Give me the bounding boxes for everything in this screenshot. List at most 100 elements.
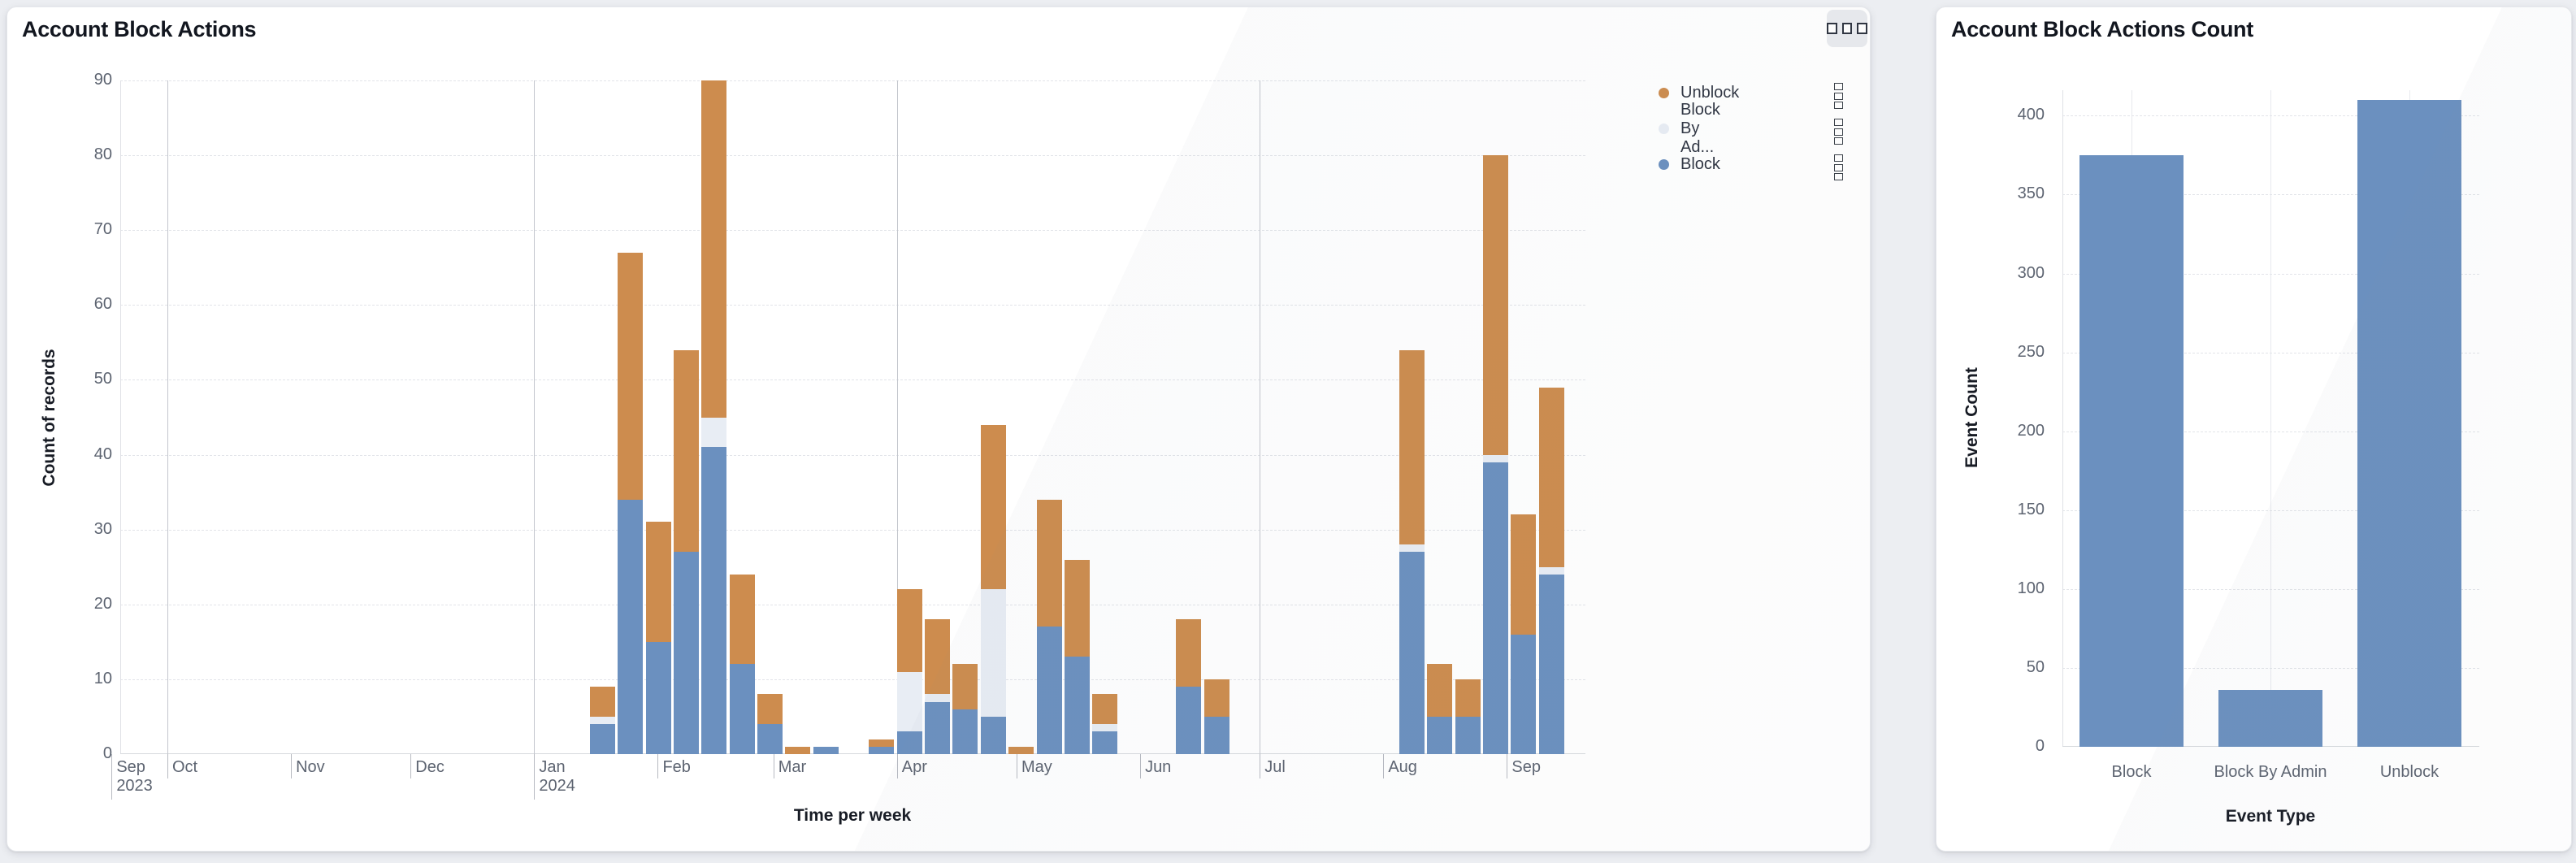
legend-label: Unblock	[1680, 83, 1740, 102]
y-tick-label: 50	[93, 370, 112, 388]
bar-segment-unblock[interactable]	[1511, 514, 1537, 635]
bar-segment-unblock[interactable]	[1203, 679, 1229, 717]
bar-block[interactable]	[2079, 154, 2184, 747]
bar-segment-unblock[interactable]	[1036, 499, 1062, 627]
bar-segment-unblock[interactable]	[1399, 349, 1425, 545]
year-label: 2023	[116, 777, 153, 795]
bar-segment-unblock[interactable]	[757, 694, 783, 725]
legend-label: Block By Ad...	[1680, 100, 1720, 156]
bar-unblock[interactable]	[2357, 100, 2461, 747]
bar-segment-block[interactable]	[1427, 716, 1453, 754]
y-tick-label: 50	[2026, 657, 2045, 676]
bar-segment-unblock[interactable]	[1176, 619, 1202, 687]
bar-segment-block[interactable]	[701, 447, 727, 754]
bar-segment-block[interactable]	[618, 499, 644, 754]
y-tick-label: 10	[93, 669, 112, 687]
kebab-square	[1834, 128, 1843, 136]
month-label: Apr	[901, 758, 927, 776]
bar-segment-block[interactable]	[1064, 657, 1090, 754]
bar-segment-block[interactable]	[1036, 627, 1062, 754]
legend-item-menu-icon[interactable]	[1834, 119, 1843, 145]
legend-dot-icon	[1659, 158, 1669, 170]
bar-segment-block[interactable]	[1455, 716, 1481, 754]
gridline	[120, 679, 1585, 680]
bar-segment-block[interactable]	[1399, 552, 1425, 754]
bar-segment-block-by-admin[interactable]	[1538, 566, 1564, 575]
bar-segment-block[interactable]	[757, 724, 783, 754]
bar-plot-area	[2062, 90, 2479, 747]
bar-segment-block[interactable]	[1538, 574, 1564, 754]
y-tick-label: 250	[2017, 342, 2045, 361]
bar-segment-block[interactable]	[1203, 716, 1229, 754]
bar-segment-block[interactable]	[952, 709, 978, 754]
bar-segment-unblock[interactable]	[896, 589, 922, 672]
bar-segment-unblock[interactable]	[618, 252, 644, 500]
bar-segment-block[interactable]	[645, 641, 671, 754]
kebab-square	[1834, 137, 1843, 145]
bar-segment-block[interactable]	[1092, 731, 1118, 754]
bar-segment-unblock[interactable]	[1455, 679, 1481, 717]
bar-segment-block[interactable]	[590, 724, 616, 754]
bar-segment-unblock[interactable]	[952, 664, 978, 709]
month-tick	[410, 754, 412, 778]
bar-segment-block-by-admin[interactable]	[701, 417, 727, 448]
category-label: Unblock	[2379, 763, 2439, 781]
bar-segment-unblock[interactable]	[785, 746, 811, 754]
bar-segment-block[interactable]	[1482, 462, 1508, 754]
bar-segment-block-by-admin[interactable]	[1092, 724, 1118, 732]
bar-segment-unblock[interactable]	[590, 687, 616, 717]
kebab-square	[1834, 83, 1843, 90]
bar-segment-unblock[interactable]	[1008, 746, 1034, 754]
bar-block-by-admin[interactable]	[2218, 690, 2322, 747]
bar-segment-unblock[interactable]	[1064, 559, 1090, 657]
category-gridline	[2270, 90, 2271, 747]
bar-segment-unblock[interactable]	[925, 619, 951, 695]
square-icon	[1827, 23, 1837, 34]
quarter-gridline	[167, 80, 168, 754]
bar-segment-unblock[interactable]	[674, 349, 700, 553]
month-label: Oct	[172, 758, 198, 776]
bar-segment-block[interactable]	[1176, 687, 1202, 754]
bar-segment-block[interactable]	[869, 746, 895, 754]
month-tick	[167, 754, 168, 778]
bar-segment-unblock[interactable]	[1427, 664, 1453, 717]
bar-segment-block[interactable]	[1511, 634, 1537, 754]
bar-segment-unblock[interactable]	[1538, 387, 1564, 567]
bar-segment-unblock[interactable]	[645, 522, 671, 642]
bar-segment-block-by-admin[interactable]	[896, 671, 922, 732]
month-label: May	[1021, 758, 1052, 776]
bar-segment-block[interactable]	[925, 701, 951, 754]
bar-segment-unblock[interactable]	[729, 574, 755, 665]
gridline	[120, 454, 1585, 456]
bar-segment-unblock[interactable]	[869, 739, 895, 747]
bar-segment-block-by-admin[interactable]	[925, 694, 951, 702]
account-block-actions-card: Account Block Actions 0 10 20 30 40 50 60 70 80 9…	[7, 7, 1871, 852]
right-y-axis-title: Event Count	[1962, 367, 1981, 468]
bar-segment-block-by-admin[interactable]	[1399, 544, 1425, 553]
bar-segment-unblock[interactable]	[1482, 155, 1508, 455]
legend-item-block-by-admin[interactable]: Block By Ad...	[1659, 101, 1720, 156]
month-label: Sep	[1511, 758, 1541, 776]
bar-segment-block[interactable]	[980, 716, 1006, 754]
bar-segment-block-by-admin[interactable]	[980, 589, 1006, 717]
category-label: Block	[2111, 763, 2152, 781]
bar-segment-block[interactable]	[896, 731, 922, 754]
bar-segment-unblock[interactable]	[980, 424, 1006, 590]
legend-item-unblock[interactable]: Unblock	[1659, 82, 1739, 103]
y-tick-label: 70	[93, 220, 112, 239]
bar-segment-unblock[interactable]	[1092, 694, 1118, 725]
bar-segment-block-by-admin[interactable]	[1482, 454, 1508, 462]
legend-item-block[interactable]: Block	[1659, 154, 1720, 175]
bar-segment-unblock[interactable]	[701, 80, 727, 418]
bar-segment-block-by-admin[interactable]	[590, 716, 616, 725]
bar-segment-block[interactable]	[674, 552, 700, 754]
bar-segment-block[interactable]	[729, 664, 755, 754]
legend-item-menu-icon[interactable]	[1834, 154, 1843, 180]
y-tick-label: 30	[93, 519, 112, 538]
legend-label: Block	[1680, 154, 1720, 173]
gridline	[120, 80, 1585, 81]
bar-segment-block[interactable]	[813, 746, 839, 754]
account-block-actions-count-card: Account Block Actions Count 0 50 100 150 200…	[1936, 7, 2572, 852]
chart-options-button[interactable]	[1827, 10, 1868, 47]
legend-item-menu-icon[interactable]	[1834, 83, 1843, 109]
